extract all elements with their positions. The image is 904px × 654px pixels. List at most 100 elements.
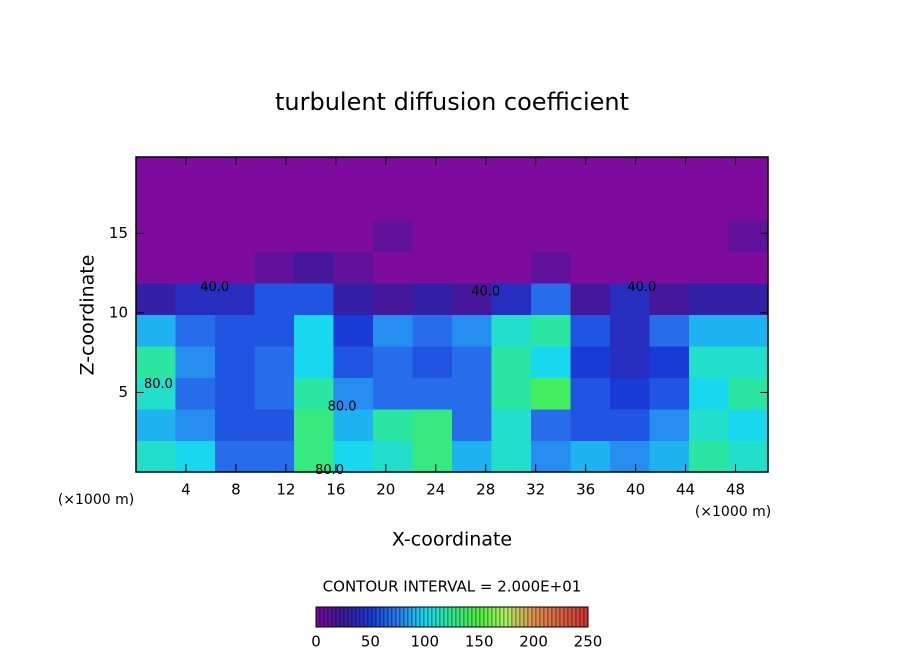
colorbar-step (423, 606, 429, 628)
heat-cell (412, 377, 453, 410)
heat-cell (215, 346, 256, 378)
y-tick-label: 15 (109, 224, 128, 242)
colorbar-step (479, 606, 485, 628)
x-tick-label: 8 (231, 481, 241, 499)
colorbar-step (327, 606, 333, 628)
heat-cell (728, 409, 769, 441)
colorbar-step (483, 606, 489, 628)
heat-cell (135, 377, 176, 410)
heat-cell (609, 188, 650, 221)
heat-cell (491, 157, 532, 189)
heat-cell (531, 157, 572, 189)
colorbar-step (527, 606, 533, 628)
heat-cell (135, 220, 176, 252)
colorbar-step (563, 606, 569, 628)
heat-cell (215, 283, 256, 315)
heat-cell (175, 220, 216, 252)
heat-cell (531, 283, 572, 315)
heat-cell (373, 251, 414, 284)
heat-cell (728, 251, 769, 284)
x-unit: (×1000 m) (695, 504, 771, 520)
colorbar-step (567, 606, 573, 628)
heat-cell (609, 377, 650, 410)
colorbar-tick-label: 150 (465, 633, 494, 651)
colorbar-step (447, 606, 453, 628)
heat-cell (373, 377, 414, 410)
colorbar-step (319, 606, 325, 628)
contour-label: 80.0 (328, 399, 357, 414)
heat-cell (412, 440, 453, 473)
heat-cell (689, 314, 730, 347)
colorbar-step (531, 606, 537, 628)
heat-cell (254, 251, 295, 284)
y-axis-title: Z-coordinate (77, 255, 99, 376)
heat-cell (609, 157, 650, 189)
heat-cell (609, 346, 650, 378)
heat-cell (570, 157, 611, 189)
colorbar-step (347, 606, 353, 628)
colorbar-step (519, 606, 525, 628)
heat-cell (689, 377, 730, 410)
chart-title: turbulent diffusion coefficient (275, 88, 629, 116)
heat-cell (491, 440, 532, 473)
heat-cell (531, 251, 572, 284)
heat-cell (254, 346, 295, 378)
x-tick-label: 44 (676, 481, 695, 499)
colorbar-step (535, 606, 541, 628)
heat-cell (649, 251, 690, 284)
heat-cell (451, 346, 492, 378)
colorbar-step (335, 606, 341, 628)
heat-cell (570, 251, 611, 284)
heat-cell (570, 283, 611, 315)
heat-cell (293, 377, 334, 410)
heat-cell (373, 346, 414, 378)
colorbar-tick-label: 200 (519, 633, 548, 651)
x-tick-label: 4 (181, 481, 191, 499)
heat-cell (728, 220, 769, 252)
colorbar-step (323, 606, 329, 628)
heat-cell (333, 220, 374, 252)
colorbar-step (419, 606, 425, 628)
heat-cell (728, 283, 769, 315)
colorbar-step (503, 606, 509, 628)
heat-cell (215, 188, 256, 221)
heat-cell (215, 314, 256, 347)
colorbar-step (507, 606, 513, 628)
heat-cell (333, 283, 374, 315)
heat-cell (254, 188, 295, 221)
heat-cell (215, 220, 256, 252)
heat-cell (728, 440, 769, 473)
heat-cell (689, 157, 730, 189)
colorbar-step (375, 606, 381, 628)
colorbar-step (315, 606, 321, 628)
heat-cell (333, 314, 374, 347)
heat-cell (215, 251, 256, 284)
heat-cell (609, 283, 650, 315)
heat-cell (175, 157, 216, 189)
colorbar-step (407, 606, 413, 628)
colorbar-step (343, 606, 349, 628)
colorbar-step (467, 606, 473, 628)
heat-cell (689, 440, 730, 473)
heat-cell (254, 409, 295, 441)
heat-cell (531, 440, 572, 473)
x-tick-label: 40 (626, 481, 645, 499)
heat-cell (649, 346, 690, 378)
heat-cell (293, 314, 334, 347)
colorbar-step (427, 606, 433, 628)
heat-cell (135, 314, 176, 347)
heat-cell (531, 220, 572, 252)
heat-cell (333, 251, 374, 284)
heat-cell (135, 409, 176, 441)
colorbar-step (443, 606, 449, 628)
heat-cell (293, 440, 334, 473)
heat-cell (175, 251, 216, 284)
heat-cell (491, 188, 532, 221)
contour-label: 80.0 (144, 377, 173, 392)
heat-cell (531, 314, 572, 347)
heat-cell (254, 314, 295, 347)
y-tick-label: 10 (109, 303, 128, 321)
x-tick-label: 36 (576, 481, 595, 499)
colorbar-step (387, 606, 393, 628)
